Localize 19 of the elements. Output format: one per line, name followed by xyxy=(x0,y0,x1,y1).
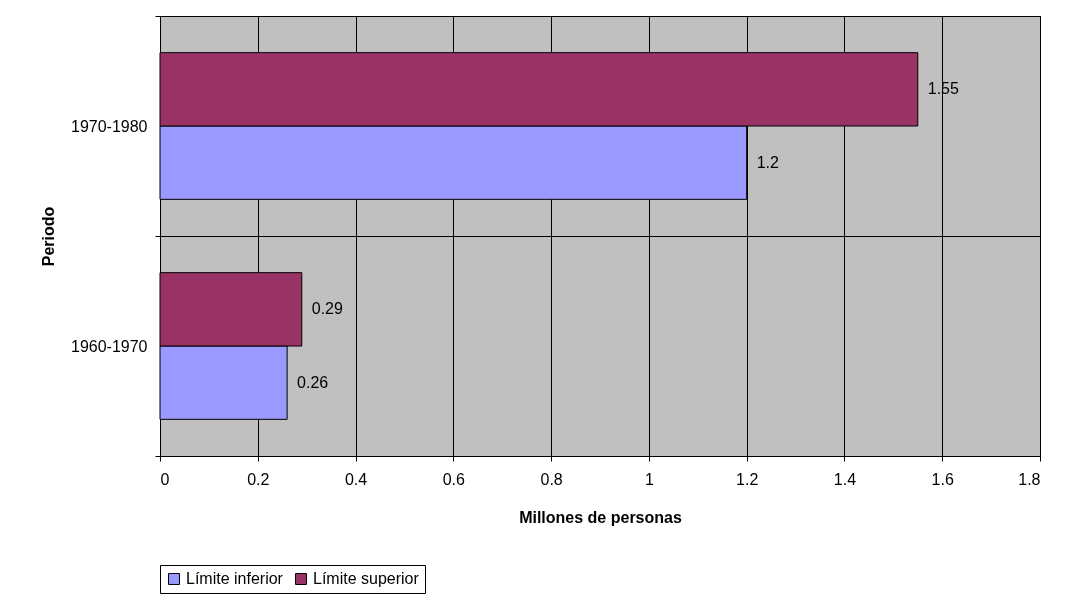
x-tick-label: 1.8 xyxy=(1018,470,1041,488)
data-label: 0.26 xyxy=(297,373,329,391)
x-tick-label: 0.8 xyxy=(540,470,563,488)
x-tick-label: 1 xyxy=(644,470,654,488)
y-axis-title: Periodo xyxy=(39,206,57,267)
x-tick-label: 0.4 xyxy=(344,470,368,488)
y-tick-label: 1970-1980 xyxy=(70,117,148,135)
x-axis-title: Millones de personas xyxy=(519,508,682,526)
x-tick-label: 0 xyxy=(160,470,170,488)
data-label: 1.2 xyxy=(756,153,780,171)
legend-label: Límite superior xyxy=(313,570,420,587)
y-tick-label: 1960-1970 xyxy=(70,337,148,355)
x-tick-label: 0.6 xyxy=(442,470,466,488)
x-tick-label: 1.2 xyxy=(736,470,759,488)
x-tick-label: 0.2 xyxy=(247,470,270,488)
data-label: 0.29 xyxy=(311,300,344,318)
x-tick-label: 1.6 xyxy=(931,470,954,488)
x-tick-label: 1.4 xyxy=(833,470,857,488)
legend-label: Límite inferior xyxy=(186,570,284,587)
